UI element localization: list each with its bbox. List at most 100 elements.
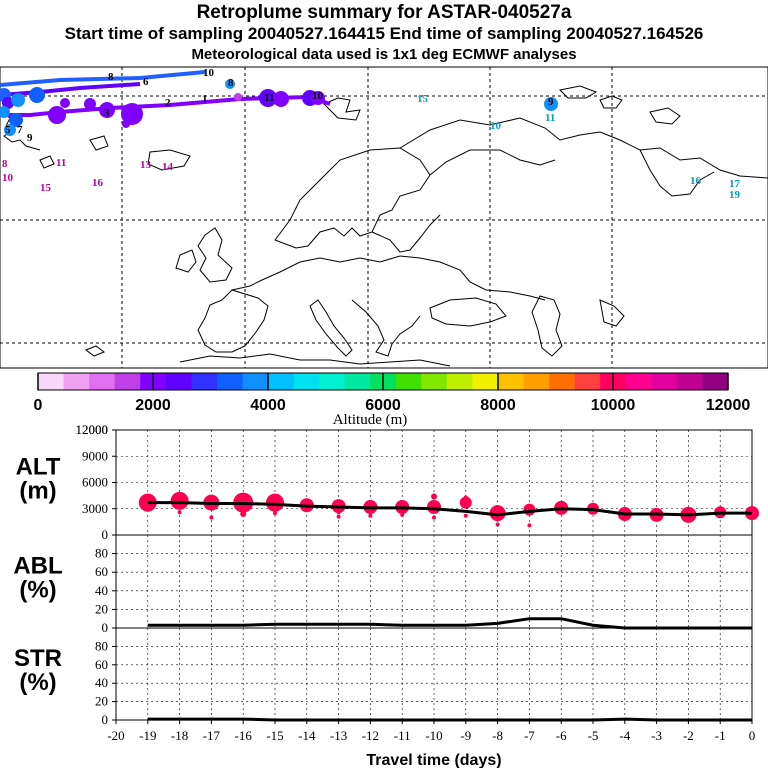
colorbar-tick-label: 10000 <box>591 397 636 414</box>
colorbar-cell <box>165 373 192 390</box>
panel-abl: 0 20 40 60 80 ABL(%) <box>13 534 753 635</box>
colorbar-tick-label: 6000 <box>365 397 401 414</box>
x-tick-label: -12 <box>362 728 379 743</box>
plume-marker <box>234 93 242 101</box>
plume-point <box>463 513 468 518</box>
plume-marker <box>311 91 325 105</box>
colorbar-tick-label: 8000 <box>480 397 516 414</box>
y-tick-label: 3000 <box>82 501 108 516</box>
coastlines <box>0 85 768 367</box>
x-tick-label: -11 <box>394 728 411 743</box>
y-tick-label: 20 <box>95 601 108 616</box>
time-series-panels: 03000600090001200012000ALT(m)020406080AB… <box>13 422 759 768</box>
plume-point <box>177 510 182 515</box>
plume-marker <box>121 103 143 125</box>
x-tick-label: -13 <box>330 728 347 743</box>
x-tick-label: -18 <box>171 728 188 743</box>
colorbar-cell <box>293 373 320 390</box>
plume-point <box>209 515 214 520</box>
colorbar-cell <box>344 373 371 390</box>
x-tick-label: -15 <box>266 728 283 743</box>
plume-marker <box>273 91 289 107</box>
y-tick-label: 0 <box>102 527 109 542</box>
colorbar-cell <box>651 373 678 390</box>
map-day-label: 1 <box>202 93 208 105</box>
plume-point <box>432 515 436 520</box>
x-tick-label: -16 <box>235 728 253 743</box>
plume-marker <box>0 106 10 118</box>
plume-marker <box>11 93 25 107</box>
x-tick-label: -8 <box>492 728 503 743</box>
x-axis-label: Travel time (days) <box>366 752 501 768</box>
map-day-label: 7 <box>17 124 23 136</box>
y-tick-label: 60 <box>95 657 108 672</box>
met-data-note: Meteorological data used is 1x1 deg ECMW… <box>191 46 577 63</box>
colorbar-tick-label: 12000 <box>706 397 751 414</box>
map-day-label: 15 <box>40 182 52 194</box>
map-day-label: 5 <box>5 124 11 136</box>
y-tick-label: 6000 <box>82 475 108 490</box>
panel-ylabel: (%) <box>19 669 56 696</box>
y-tick-label: 40 <box>95 583 108 598</box>
colorbar-cell <box>216 373 243 390</box>
plume-point <box>427 500 441 514</box>
y-tick-label: 80 <box>95 546 108 561</box>
map-frame <box>0 66 768 369</box>
y-tick-label: 12000 <box>76 422 109 437</box>
plume-point <box>266 493 284 512</box>
x-tick-label: -6 <box>556 728 567 743</box>
map-day-label: 9 <box>27 132 33 144</box>
colorbar-cell <box>268 373 295 390</box>
plume-marker <box>544 97 558 111</box>
plume-point <box>489 505 506 522</box>
map-day-label: 10 <box>203 67 215 79</box>
colorbar-cell <box>676 373 703 390</box>
y-tick-label: 20 <box>95 694 108 709</box>
plume-marker <box>60 98 70 108</box>
map-day-label: 2 <box>165 97 171 109</box>
map-day-label: 14 <box>162 161 174 173</box>
colorbar-tick-label: 0 <box>34 397 43 414</box>
plume-point <box>170 491 189 510</box>
colorbar-tick-label: 2000 <box>135 397 171 414</box>
x-tick-label: -4 <box>619 728 630 743</box>
map-day-label: 10 <box>312 90 324 102</box>
plume-point <box>240 511 247 517</box>
map-day-label: 13 <box>140 159 152 171</box>
map-day-label: 8 <box>228 77 234 89</box>
colorbar-cell <box>242 373 269 390</box>
panel-ylabel: (m) <box>19 478 56 505</box>
y-tick-label: 80 <box>95 638 108 653</box>
map-day-label: 11 <box>56 157 66 169</box>
x-tick-label: -3 <box>651 728 662 743</box>
colorbar-cell <box>114 373 141 390</box>
x-tick-label: -19 <box>139 728 156 743</box>
x-tick-label: -10 <box>425 728 442 743</box>
y-tick-label: 0 <box>102 712 109 727</box>
str-line <box>147 717 752 722</box>
map-day-label: 16 <box>690 175 702 187</box>
panel-ylabel: ALT <box>16 454 61 481</box>
colorbar-cell <box>549 373 576 390</box>
colorbar-tick-label: 4000 <box>250 397 286 414</box>
plume-marker <box>225 79 235 89</box>
plume-marker <box>99 102 115 118</box>
map-day-label: 9 <box>548 96 554 108</box>
colorbar-cell <box>625 373 652 390</box>
plume-point <box>463 495 468 500</box>
plume-point <box>368 513 373 518</box>
plume-marker <box>259 89 277 107</box>
x-tick-label: -2 <box>683 728 694 743</box>
x-tick-label: -20 <box>107 728 124 743</box>
chart-title: Retroplume summary for ASTAR-040527a <box>196 2 572 23</box>
colorbar-cell <box>498 373 525 390</box>
colorbar-cell <box>421 373 448 390</box>
colorbar-cell <box>191 373 218 390</box>
map-day-label: 8 <box>108 71 114 83</box>
colorbar-cell <box>89 373 116 390</box>
x-tick-label: -7 <box>524 728 535 743</box>
plume-marker <box>9 113 23 127</box>
panel-ylabel: STR <box>14 645 62 672</box>
